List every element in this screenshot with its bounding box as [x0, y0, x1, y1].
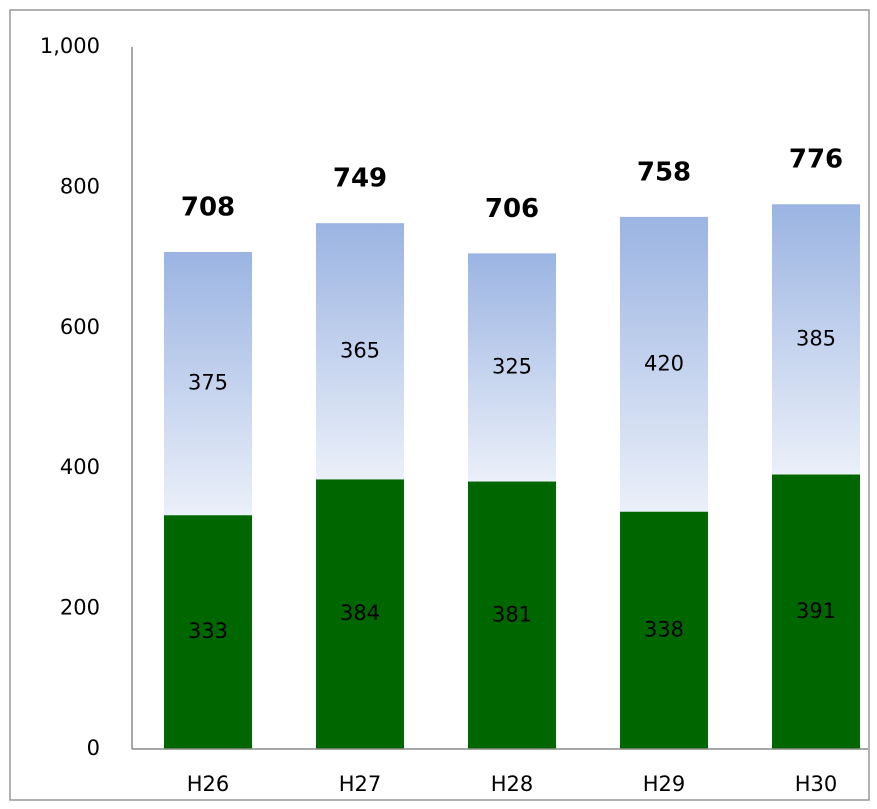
y-tick-label: 800 [60, 174, 100, 198]
data-label: 325 [492, 354, 532, 378]
data-label: 338 [644, 617, 684, 641]
data-label: 365 [340, 338, 380, 362]
total-label: 706 [485, 194, 539, 224]
total-label: 708 [181, 192, 235, 222]
bar-segment [316, 479, 404, 749]
bar-segment [468, 481, 556, 749]
x-tick-label: H29 [643, 772, 686, 796]
y-tick-label: 1,000 [40, 34, 100, 58]
data-label: 375 [188, 371, 228, 395]
bar-segment [164, 251, 252, 516]
y-tick-label: 400 [60, 455, 100, 479]
bar-segment [620, 216, 708, 512]
data-label: 391 [796, 599, 836, 623]
y-tick-label: 600 [60, 315, 100, 339]
data-label: 385 [796, 326, 836, 350]
bar-segment [772, 474, 860, 749]
x-tick-label: H28 [491, 772, 534, 796]
x-tick-label: H30 [795, 772, 838, 796]
bar-segment [164, 515, 252, 749]
x-tick-label: H26 [187, 772, 230, 796]
y-tick-label: 0 [87, 736, 100, 760]
data-label: 384 [340, 601, 380, 625]
x-tick-label: H27 [339, 772, 382, 796]
data-label: 381 [492, 602, 532, 626]
chart-frame [9, 9, 870, 801]
bar-segment [620, 511, 708, 749]
bar-segment [772, 204, 860, 475]
bar-segment [468, 253, 556, 482]
total-label: 758 [637, 157, 691, 187]
total-label: 776 [789, 145, 843, 175]
bar-segment [316, 223, 404, 480]
y-tick-label: 200 [60, 596, 100, 620]
total-label: 749 [333, 164, 387, 194]
data-label: 420 [644, 351, 684, 375]
data-label: 333 [188, 619, 228, 643]
